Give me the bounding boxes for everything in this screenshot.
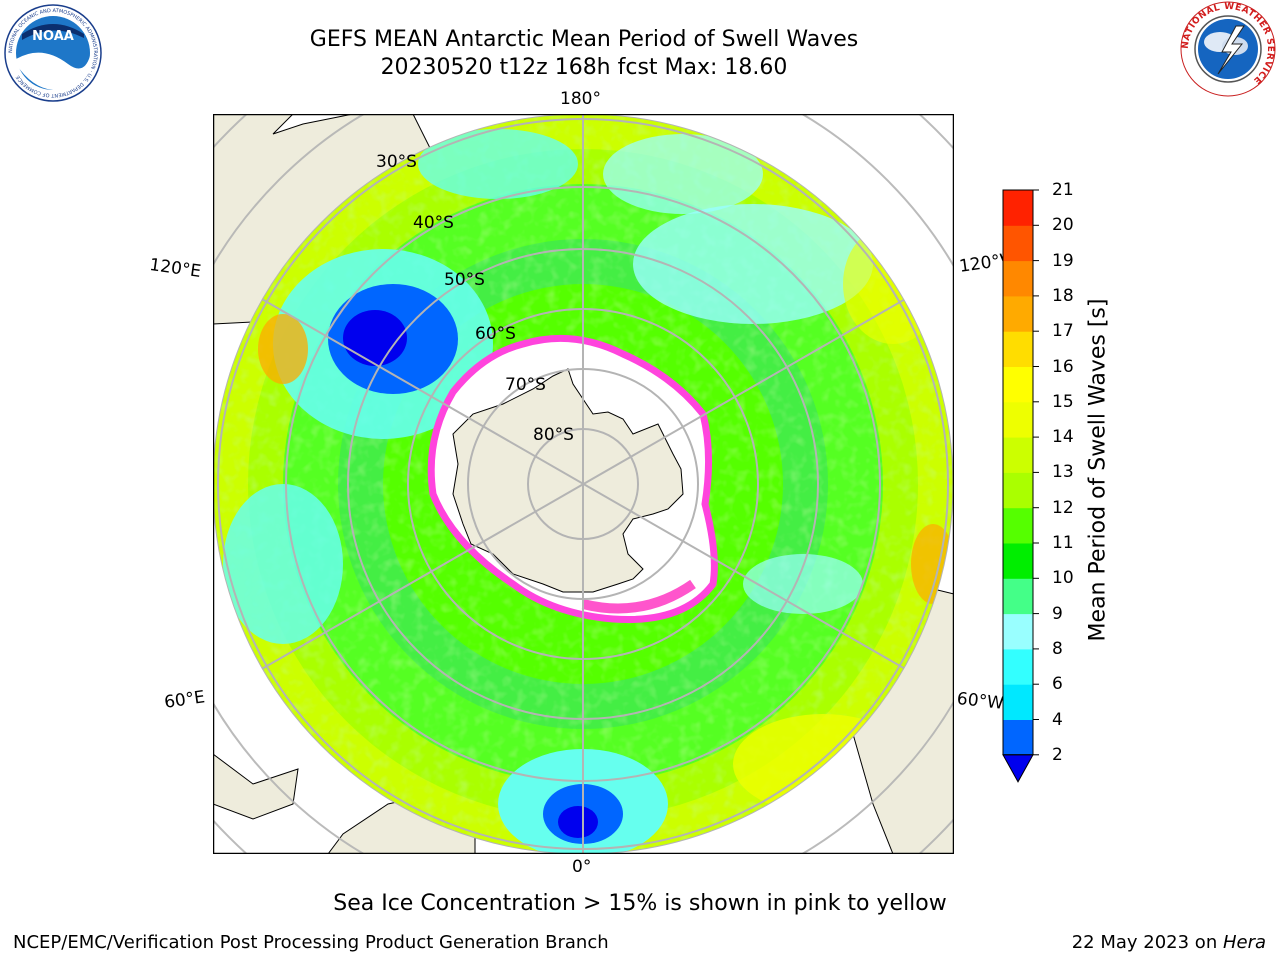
colorbar-segment <box>1003 613 1033 650</box>
colorbar-segment <box>1003 719 1033 756</box>
meridian-label-180: 180° <box>560 89 601 109</box>
colorbar-tick-label: 9 <box>1052 603 1063 624</box>
colorbar-tick-label: 8 <box>1052 638 1063 659</box>
noaa-logo-text: NOAA <box>32 29 74 44</box>
colorbar-tick-label: 4 <box>1052 709 1063 730</box>
meridian-label-120e: 120°E <box>148 255 203 283</box>
colorbar-tick-label: 12 <box>1052 497 1074 518</box>
colorbar-segment <box>1003 331 1033 367</box>
sea-ice-note: Sea Ice Concentration > 15% is shown in … <box>333 891 947 916</box>
map-subtitle: 20230520 t12z 168h fcst Max: 18.60 <box>380 55 788 80</box>
noaa-logo: NOAA NATIONAL OCEANIC AND ATMOSPHERIC AD… <box>4 4 102 102</box>
colorbar-segment <box>1003 366 1033 403</box>
colorbar-tick-label: 6 <box>1052 674 1063 695</box>
colorbar-tick-label: 2 <box>1052 744 1063 765</box>
colorbar-segment <box>1003 295 1033 332</box>
lat-label-70s: 70°S <box>505 375 546 395</box>
footer-date: 22 May 2023 on Hera <box>1072 932 1266 953</box>
colorbar-segment <box>1003 225 1033 262</box>
colorbar <box>1002 189 1039 783</box>
colorbar-tick-label: 19 <box>1052 250 1074 271</box>
swell-patches <box>223 129 953 854</box>
lat-label-80s: 80°S <box>533 425 574 445</box>
graticule <box>213 114 953 854</box>
meridian-label-60e: 60°E <box>163 687 207 713</box>
colorbar-tick-label: 10 <box>1052 568 1074 589</box>
footer-host: Hera <box>1222 932 1266 953</box>
colorbar-segment <box>1003 578 1033 615</box>
colorbar-segment <box>1003 472 1033 509</box>
lat-label-50s: 50°S <box>444 270 485 290</box>
colorbar-tick-label: 11 <box>1052 533 1074 553</box>
colorbar-segment <box>1003 190 1033 226</box>
colorbar-label: Mean Period of Swell Waves [s] <box>1085 298 1111 642</box>
colorbar-tick-label: 18 <box>1052 285 1074 306</box>
colorbar-segment <box>1003 684 1033 720</box>
colorbar-tick-label: 14 <box>1052 427 1074 448</box>
colorbar-tick-label: 15 <box>1052 391 1074 412</box>
antarctica <box>452 368 684 593</box>
map-title: GEFS MEAN Antarctic Mean Period of Swell… <box>309 27 859 52</box>
colorbar-tick-label: 13 <box>1052 462 1074 483</box>
colorbar-segment <box>1003 401 1033 438</box>
meridian-label-0: 0° <box>572 857 592 877</box>
colorbar-under-arrow <box>1002 754 1034 783</box>
colorbar-tick-label: 17 <box>1052 321 1074 342</box>
colorbar-segment <box>1003 507 1033 544</box>
colorbar-segment <box>1003 648 1033 685</box>
lat-label-60s: 60°S <box>475 324 516 344</box>
footer-branch: NCEP/EMC/Verification Post Processing Pr… <box>13 932 609 953</box>
lat-label-30s: 30°S <box>376 152 417 172</box>
colorbar-tick-label: 16 <box>1052 356 1074 377</box>
colorbar-segment <box>1003 543 1033 579</box>
colorbar-segment <box>1003 260 1033 297</box>
lat-label-40s: 40°S <box>413 213 454 233</box>
colorbar-segment <box>1003 437 1033 473</box>
colorbar-tick-label: 20 <box>1052 215 1074 236</box>
nws-logo: NATIONAL WEATHER SERVICE <box>1180 1 1276 97</box>
colorbar-ticks: 2 4 6 8 9 10 11 12 13 14 15 16 17 18 19 20 21 <box>1052 180 1092 780</box>
footer-date-text: 22 May 2023 on <box>1071 932 1223 953</box>
polar-map <box>213 114 954 854</box>
colorbar-tick-label: 21 <box>1052 180 1074 200</box>
